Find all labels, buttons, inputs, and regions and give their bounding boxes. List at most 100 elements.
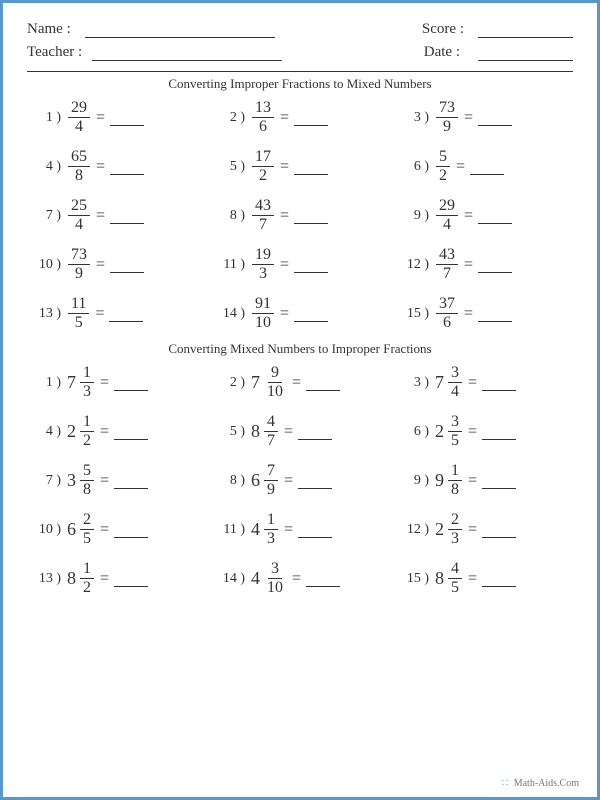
whole-number: 4 [251, 568, 260, 589]
date-line[interactable] [478, 47, 573, 61]
problem-number: 15 ) [399, 306, 429, 322]
numerator: 91 [252, 296, 274, 314]
equals-sign: = [100, 472, 109, 490]
answer-blank[interactable] [306, 583, 340, 587]
problem-mixed: 8 )679= [211, 463, 389, 498]
denominator: 6 [440, 314, 454, 331]
answer-blank[interactable] [298, 485, 332, 489]
equals-sign: = [468, 570, 477, 588]
equals-sign: = [96, 256, 105, 274]
answer-blank[interactable] [109, 318, 143, 322]
denominator: 9 [440, 118, 454, 135]
answer-blank[interactable] [478, 318, 512, 322]
equals-sign: = [468, 374, 477, 392]
answer-blank[interactable] [482, 485, 516, 489]
numerator: 65 [68, 149, 90, 167]
header-row-1: Name : Score : [27, 21, 573, 38]
fraction: 376 [436, 296, 458, 331]
equals-sign: = [100, 521, 109, 539]
denominator: 10 [264, 579, 286, 596]
denominator: 2 [436, 167, 450, 184]
equals-sign: = [100, 423, 109, 441]
equals-sign: = [280, 158, 289, 176]
answer-blank[interactable] [114, 436, 148, 440]
answer-blank[interactable] [294, 220, 328, 224]
equals-sign: = [464, 256, 473, 274]
numerator: 11 [68, 296, 89, 314]
problem-number: 5 ) [215, 159, 245, 175]
denominator: 4 [448, 383, 462, 400]
fraction: 310 [264, 561, 286, 596]
problem-number: 10 ) [31, 257, 61, 273]
header-fields: Name : Score : Teacher : Date : [27, 21, 573, 61]
fraction: 910 [264, 365, 286, 400]
denominator: 9 [264, 481, 278, 498]
equals-sign: = [468, 472, 477, 490]
problem-improper: 8 )437= [211, 198, 389, 233]
answer-blank[interactable] [482, 534, 516, 538]
answer-blank[interactable] [298, 436, 332, 440]
answer-blank[interactable] [110, 171, 144, 175]
denominator: 8 [72, 167, 86, 184]
fraction: 79 [264, 463, 278, 498]
answer-blank[interactable] [294, 122, 328, 126]
answer-blank[interactable] [482, 387, 516, 391]
problem-mixed: 10 )625= [27, 512, 205, 547]
fraction: 254 [68, 198, 90, 233]
problem-number: 4 ) [31, 424, 61, 440]
fraction: 136 [252, 100, 274, 135]
answer-blank[interactable] [294, 171, 328, 175]
answer-blank[interactable] [294, 269, 328, 273]
denominator: 5 [448, 432, 462, 449]
fraction: 172 [252, 149, 274, 184]
worksheet-page: Name : Score : Teacher : Date : Converti… [3, 3, 597, 618]
teacher-line[interactable] [92, 47, 282, 61]
answer-blank[interactable] [478, 220, 512, 224]
fraction: 437 [252, 198, 274, 233]
answer-blank[interactable] [306, 387, 340, 391]
answer-blank[interactable] [478, 269, 512, 273]
problem-number: 7 ) [31, 208, 61, 224]
denominator: 8 [80, 481, 94, 498]
numerator: 73 [68, 247, 90, 265]
answer-blank[interactable] [294, 318, 328, 322]
fraction: 294 [68, 100, 90, 135]
section2-title: Converting Mixed Numbers to Improper Fra… [27, 341, 573, 357]
answer-blank[interactable] [482, 436, 516, 440]
name-line[interactable] [85, 24, 275, 38]
equals-sign: = [284, 423, 293, 441]
numerator: 1 [264, 512, 278, 530]
denominator: 10 [264, 383, 286, 400]
answer-blank[interactable] [298, 534, 332, 538]
whole-number: 8 [435, 568, 444, 589]
equals-sign: = [468, 423, 477, 441]
answer-blank[interactable] [114, 485, 148, 489]
problem-number: 13 ) [31, 571, 61, 587]
problem-number: 9 ) [399, 208, 429, 224]
numerator: 1 [448, 463, 462, 481]
whole-number: 8 [251, 421, 260, 442]
answer-blank[interactable] [482, 583, 516, 587]
denominator: 5 [72, 314, 86, 331]
problem-mixed: 12 )223= [395, 512, 573, 547]
answer-blank[interactable] [470, 171, 504, 175]
denominator: 5 [448, 579, 462, 596]
answer-blank[interactable] [110, 269, 144, 273]
teacher-label: Teacher : [27, 44, 82, 61]
denominator: 4 [440, 216, 454, 233]
answer-blank[interactable] [114, 534, 148, 538]
whole-number: 2 [435, 421, 444, 442]
problem-number: 6 ) [399, 159, 429, 175]
problem-number: 11 ) [215, 257, 245, 273]
answer-blank[interactable] [114, 583, 148, 587]
answer-blank[interactable] [110, 122, 144, 126]
equals-sign: = [280, 256, 289, 274]
numerator: 13 [252, 100, 274, 118]
problem-number: 2 ) [215, 375, 245, 391]
answer-blank[interactable] [478, 122, 512, 126]
answer-blank[interactable] [114, 387, 148, 391]
answer-blank[interactable] [110, 220, 144, 224]
numerator: 29 [68, 100, 90, 118]
equals-sign: = [284, 521, 293, 539]
score-line[interactable] [478, 24, 573, 38]
